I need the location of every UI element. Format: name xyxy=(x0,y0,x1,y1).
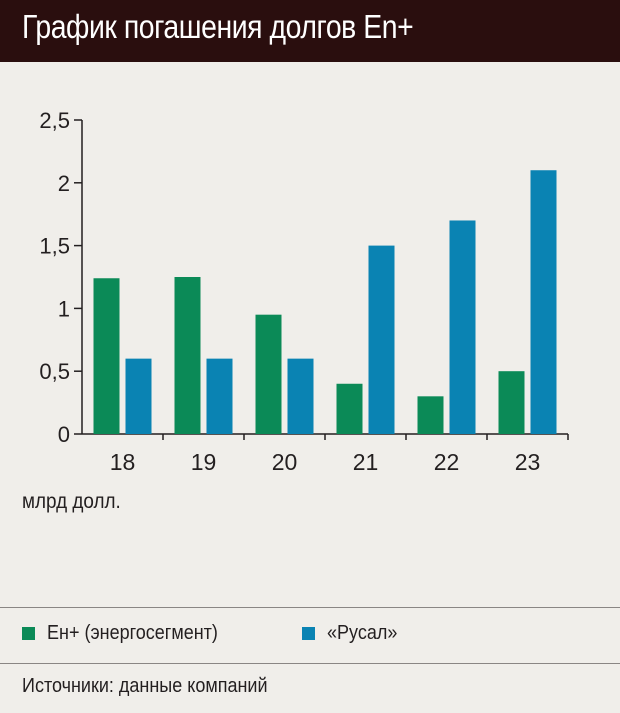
source-divider xyxy=(0,663,620,664)
legend-label-rusal: «Русал» xyxy=(327,622,398,644)
unit-label: млрд долл. xyxy=(22,490,121,513)
y-tick-label: 1,5 xyxy=(39,234,70,259)
legend-swatch-energy xyxy=(22,627,35,640)
bar-energy xyxy=(93,278,120,434)
bar-rusal xyxy=(287,358,314,434)
bar-energy xyxy=(255,314,282,434)
bar-rusal xyxy=(125,358,152,434)
x-tick-label: 18 xyxy=(110,449,136,475)
x-tick-label: 22 xyxy=(434,449,460,475)
legend-label-energy: Ен+ (энергосегмент) xyxy=(47,622,218,644)
bar-chart: 0 0,5 1 1,5 2 2,5 18 19 20 21 22 23 xyxy=(39,108,569,475)
legend-item-energy: Ен+ (энергосегмент) xyxy=(22,622,237,645)
bar-rusal xyxy=(449,220,476,434)
y-tick-label: 0,5 xyxy=(39,359,70,384)
chart-title: График погашения долгов En+ xyxy=(22,8,414,45)
y-tick-label: 2 xyxy=(58,171,70,196)
bar-rusal xyxy=(530,170,557,434)
source-note: Источники: данные компаний xyxy=(22,675,268,697)
legend-divider xyxy=(0,607,620,608)
bar-rusal xyxy=(368,245,395,434)
title-bar: График погашения долгов En+ xyxy=(0,0,620,62)
legend-item-rusal: «Русал» xyxy=(302,622,405,645)
y-tick-label: 2,5 xyxy=(39,108,70,133)
y-tick-label: 1 xyxy=(58,296,70,321)
bar-energy xyxy=(174,277,201,434)
x-tick-label: 20 xyxy=(272,449,298,475)
legend-swatch-rusal xyxy=(302,627,315,640)
bar-energy xyxy=(417,396,444,434)
x-tick-label: 21 xyxy=(353,449,379,475)
legend: Ен+ (энергосегмент) «Русал» xyxy=(22,622,612,652)
bar-rusal xyxy=(206,358,233,434)
bar-energy xyxy=(336,383,363,434)
bar-energy xyxy=(498,371,525,434)
x-tick-label: 23 xyxy=(515,449,541,475)
y-tick-label: 0 xyxy=(58,422,70,447)
x-tick-label: 19 xyxy=(191,449,217,475)
